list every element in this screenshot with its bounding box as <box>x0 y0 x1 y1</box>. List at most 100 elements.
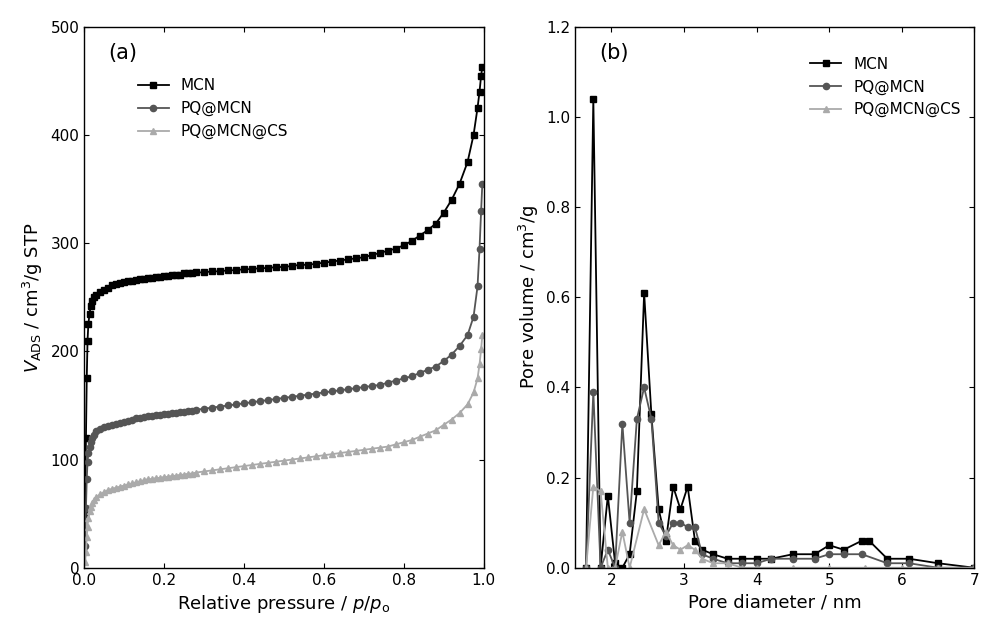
MCN <box>823 541 835 549</box>
PQ@MCN@CS <box>660 528 672 536</box>
Line: PQ@MCN@CS: PQ@MCN@CS <box>583 483 977 571</box>
Legend: MCN, PQ@MCN, PQ@MCN@CS: MCN, PQ@MCN, PQ@MCN@CS <box>804 51 967 123</box>
PQ@MCN@CS <box>707 560 719 567</box>
PQ@MCN@CS <box>238 462 250 470</box>
PQ@MCN@CS <box>787 564 799 572</box>
PQ@MCN <box>667 519 679 527</box>
PQ@MCN <box>660 532 672 540</box>
PQ@MCN <box>624 519 636 527</box>
PQ@MCN <box>787 555 799 563</box>
PQ@MCN <box>689 523 701 531</box>
PQ@MCN@CS <box>751 564 763 572</box>
PQ@MCN@CS <box>580 564 592 572</box>
PQ@MCN <box>118 418 130 425</box>
MCN <box>932 560 944 567</box>
PQ@MCN@CS <box>667 541 679 549</box>
PQ@MCN@CS <box>859 564 871 572</box>
PQ@MCN <box>968 564 980 572</box>
PQ@MCN <box>751 560 763 567</box>
PQ@MCN@CS <box>638 506 650 513</box>
PQ@MCN <box>587 388 599 396</box>
PQ@MCN <box>631 415 643 423</box>
Line: MCN: MCN <box>82 64 485 517</box>
Line: PQ@MCN: PQ@MCN <box>583 384 977 571</box>
MCN <box>645 411 657 418</box>
PQ@MCN <box>707 555 719 563</box>
PQ@MCN@CS <box>609 564 621 572</box>
PQ@MCN <box>809 555 821 563</box>
MCN <box>863 537 875 544</box>
PQ@MCN@CS <box>595 487 607 495</box>
PQ@MCN@CS <box>616 528 628 536</box>
MCN <box>476 63 488 71</box>
Y-axis label: $V_{\mathrm{ADS}}$ / cm$^{3}$/g STP: $V_{\mathrm{ADS}}$ / cm$^{3}$/g STP <box>21 222 45 373</box>
MCN <box>674 506 686 513</box>
PQ@MCN@CS <box>932 564 944 572</box>
PQ@MCN <box>881 560 893 567</box>
MCN <box>246 265 258 273</box>
PQ@MCN <box>696 550 708 558</box>
PQ@MCN <box>616 420 628 427</box>
MCN <box>682 483 694 490</box>
PQ@MCN <box>446 351 458 359</box>
MCN <box>580 564 592 572</box>
MCN <box>968 564 980 572</box>
PQ@MCN <box>903 560 915 567</box>
MCN <box>446 196 458 204</box>
PQ@MCN <box>653 519 665 527</box>
MCN <box>631 487 643 495</box>
PQ@MCN <box>838 550 850 558</box>
PQ@MCN@CS <box>150 474 162 482</box>
PQ@MCN <box>150 411 162 419</box>
PQ@MCN@CS <box>114 483 126 490</box>
PQ@MCN@CS <box>476 331 488 339</box>
PQ@MCN <box>823 550 835 558</box>
MCN <box>751 555 763 563</box>
PQ@MCN <box>638 384 650 391</box>
PQ@MCN <box>609 564 621 572</box>
PQ@MCN <box>856 550 868 558</box>
MCN <box>150 273 162 280</box>
MCN <box>595 564 607 572</box>
PQ@MCN@CS <box>602 564 614 572</box>
PQ@MCN <box>736 560 748 567</box>
Text: (a): (a) <box>108 43 137 63</box>
MCN <box>696 546 708 553</box>
PQ@MCN <box>722 560 734 567</box>
PQ@MCN@CS <box>118 481 130 489</box>
X-axis label: Relative pressure / $p/p_{\mathrm{o}}$: Relative pressure / $p/p_{\mathrm{o}}$ <box>177 593 391 615</box>
PQ@MCN <box>765 555 777 563</box>
MCN <box>238 265 250 273</box>
PQ@MCN@CS <box>968 564 980 572</box>
PQ@MCN@CS <box>246 461 258 469</box>
PQ@MCN <box>246 398 258 406</box>
PQ@MCN@CS <box>674 546 686 553</box>
MCN <box>787 550 799 558</box>
Line: PQ@MCN@CS: PQ@MCN@CS <box>82 332 485 565</box>
PQ@MCN <box>682 523 694 531</box>
MCN <box>881 555 893 563</box>
Legend: MCN, PQ@MCN, PQ@MCN@CS: MCN, PQ@MCN, PQ@MCN@CS <box>132 73 294 145</box>
Line: MCN: MCN <box>583 96 977 571</box>
MCN <box>638 289 650 296</box>
MCN <box>653 506 665 513</box>
PQ@MCN <box>79 543 91 550</box>
PQ@MCN@CS <box>736 564 748 572</box>
PQ@MCN@CS <box>722 560 734 567</box>
PQ@MCN <box>238 399 250 407</box>
PQ@MCN@CS <box>696 555 708 563</box>
MCN <box>624 550 636 558</box>
MCN <box>609 560 621 567</box>
Line: PQ@MCN: PQ@MCN <box>82 181 485 550</box>
PQ@MCN@CS <box>896 564 908 572</box>
PQ@MCN <box>114 419 126 427</box>
PQ@MCN <box>476 180 488 188</box>
Y-axis label: Pore volume / cm$^{3}$/g: Pore volume / cm$^{3}$/g <box>516 205 541 389</box>
PQ@MCN <box>674 519 686 527</box>
PQ@MCN@CS <box>682 541 694 549</box>
PQ@MCN <box>595 564 607 572</box>
MCN <box>707 550 719 558</box>
PQ@MCN <box>645 415 657 423</box>
MCN <box>114 279 126 287</box>
MCN <box>587 95 599 103</box>
